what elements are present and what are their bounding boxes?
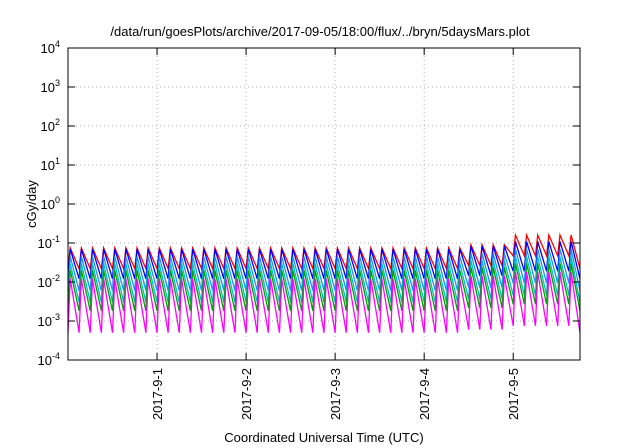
- y-tick-label: 10-1: [38, 234, 60, 251]
- x-tick-label: 2017-9-5: [506, 368, 521, 420]
- series-lines: [67, 232, 581, 333]
- chart-title: /data/run/goesPlots/archive/2017-09-05/1…: [110, 24, 530, 39]
- x-tick-label: 2017-9-3: [328, 368, 343, 420]
- x-tick-label: 2017-9-4: [417, 368, 432, 420]
- x-axis: 2017-9-1 2017-9-2 2017-9-3 2017-9-4 2017-9-5: [150, 48, 521, 420]
- y-tick-label: 101: [41, 156, 60, 173]
- y-tick-label: 104: [41, 39, 60, 56]
- x-axis-label: Coordinated Universal Time (UTC): [224, 430, 423, 445]
- y-axis-label: cGy/day: [24, 180, 39, 228]
- x-tick-label: 2017-9-2: [239, 368, 254, 420]
- y-tick-label: 100: [41, 195, 60, 212]
- y-tick-label: 103: [41, 78, 60, 95]
- x-tick-label: 2017-9-1: [150, 368, 165, 420]
- series-line: [67, 271, 581, 333]
- y-tick-label: 10-3: [38, 312, 60, 329]
- y-axis: 10-4 10-3 10-2 10-1 100 101 102 103 104: [38, 39, 580, 368]
- y-tick-label: 102: [41, 117, 60, 134]
- y-tick-label: 10-2: [38, 273, 60, 290]
- y-tick-label: 10-4: [38, 351, 60, 368]
